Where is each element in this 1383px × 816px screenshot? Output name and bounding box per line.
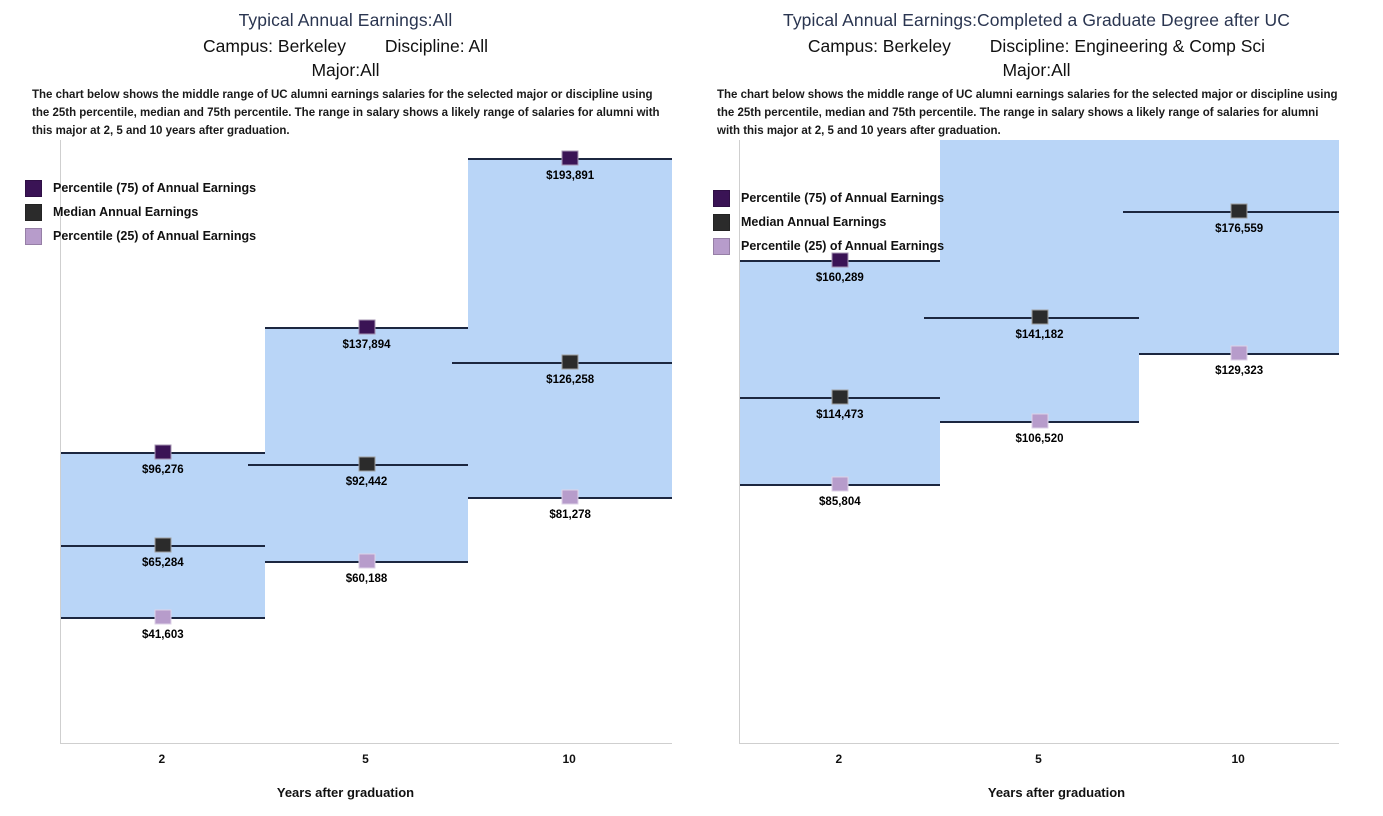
- data-value-label: $176,559: [1215, 222, 1264, 235]
- percentile-75-marker: [831, 252, 849, 268]
- data-value-label: $65,284: [142, 557, 184, 570]
- y-axis-tick-mark: [60, 321, 61, 322]
- plot-canvas-left: 0K20K40K60K80K100K120K140K160K180K200K$9…: [60, 140, 672, 744]
- legend-label-median: Median Annual Earnings: [741, 215, 887, 229]
- x-axis-tick-label: 2: [158, 752, 166, 766]
- median-marker: [154, 537, 172, 553]
- percentile-75-marker: [154, 444, 172, 460]
- chart-description: The chart below shows the middle range o…: [717, 89, 1338, 137]
- legend-label-p75: Percentile (75) of Annual Earnings: [53, 181, 257, 195]
- y-axis-tick-mark: [60, 441, 61, 442]
- chart-legend-left: Percentile (75) of Annual Earnings Media…: [25, 176, 256, 248]
- chart-title-line2: Campus: Berkeley Discipline: Engineering…: [807, 35, 1266, 56]
- legend-item: Median Annual Earnings: [25, 200, 256, 224]
- y-axis-tick-mark: [60, 682, 61, 683]
- legend-item: Median Annual Earnings: [713, 210, 944, 234]
- percentile-25-marker: [154, 609, 172, 625]
- percentile-25-marker: [1031, 413, 1048, 429]
- data-value-label: $137,894: [342, 338, 391, 351]
- plot-canvas-right: 0K20K40K60K80K100K120K140K160K180K200K$1…: [739, 140, 1339, 744]
- legend-swatch-p75: [25, 179, 42, 197]
- y-axis-tick-mark: [739, 561, 740, 562]
- chart-title-line3: Major:All: [311, 59, 380, 80]
- x-axis-tick-label: 10: [562, 752, 576, 766]
- chart-title-line3: Major:All: [1002, 59, 1071, 80]
- data-value-label: $60,188: [345, 572, 388, 585]
- plot-area-right: 0K20K40K60K80K100K120K140K160K180K200K$1…: [691, 140, 1382, 816]
- data-value-label: $126,258: [546, 373, 595, 386]
- data-value-label: $193,891: [546, 170, 595, 183]
- x-axis-title-right: Years after graduation: [987, 785, 1126, 800]
- earnings-range-band: [1139, 140, 1339, 353]
- earnings-range-band: [264, 326, 469, 561]
- percentile-25-marker: [831, 476, 849, 492]
- plot-area-left: 0K20K40K60K80K100K120K140K160K180K200K$9…: [0, 140, 691, 816]
- chart-title-line1: Typical Annual Earnings:All: [238, 10, 453, 30]
- x-axis-tick-label: 10: [1231, 752, 1245, 766]
- legend-swatch-median: [713, 213, 730, 231]
- data-value-label: $141,182: [1015, 329, 1064, 342]
- y-axis-tick-mark: [739, 501, 740, 502]
- chart-title-line1: Typical Annual Earnings:Completed a Grad…: [783, 10, 1290, 30]
- y-axis-tick-mark: [60, 260, 61, 261]
- earnings-range-band: [468, 158, 672, 498]
- percentile-75-marker: [358, 319, 375, 335]
- chart-description: The chart below shows the middle range o…: [32, 89, 660, 137]
- legend-swatch-median: [25, 203, 42, 221]
- x-axis-tick-label: 5: [362, 752, 369, 766]
- y-axis-tick-label: 0K: [739, 736, 740, 744]
- legend-swatch-p75: [713, 189, 730, 207]
- earnings-range-band: [61, 452, 265, 617]
- legend-label-median: Median Annual Earnings: [53, 205, 199, 219]
- x-axis-tick-label: 2: [835, 752, 843, 766]
- y-axis-tick-label: 0K: [60, 736, 61, 744]
- median-marker: [561, 354, 579, 370]
- panel-header-right: Typical Annual Earnings:Completed a Grad…: [691, 0, 1382, 141]
- data-value-label: $106,520: [1015, 433, 1064, 446]
- legend-label-p75: Percentile (75) of Annual Earnings: [741, 191, 945, 205]
- percentile-25-marker: [561, 489, 579, 505]
- chart-panel-right: Typical Annual Earnings:Completed a Grad…: [691, 0, 1382, 816]
- legend-item: Percentile (25) of Annual Earnings: [713, 234, 944, 258]
- data-value-label: $85,804: [819, 495, 861, 508]
- legend-item: Percentile (25) of Annual Earnings: [25, 224, 256, 248]
- median-marker: [358, 456, 375, 472]
- legend-label-p25: Percentile (25) of Annual Earnings: [53, 229, 257, 243]
- chart-panel-left: Typical Annual Earnings:All Campus: Berk…: [0, 0, 691, 816]
- legend-swatch-p25: [713, 237, 730, 255]
- percentile-25-marker: [358, 553, 375, 569]
- y-axis-tick-mark: [739, 140, 740, 141]
- legend-label-p25: Percentile (25) of Annual Earnings: [741, 239, 945, 253]
- y-axis-tick-mark: [739, 682, 740, 683]
- y-axis-tick-mark: [739, 622, 740, 623]
- data-value-label: $114,473: [816, 409, 864, 422]
- x-axis-title-left: Years after graduation: [276, 785, 415, 800]
- median-marker: [1230, 203, 1248, 219]
- median-marker: [831, 389, 849, 405]
- data-value-label: $81,278: [549, 509, 591, 522]
- chart-title-line2: Campus: Berkeley Discipline: All: [203, 35, 488, 56]
- legend-item: Percentile (75) of Annual Earnings: [713, 186, 944, 210]
- data-value-label: $92,442: [345, 475, 388, 488]
- data-value-label: $160,289: [815, 271, 864, 284]
- data-value-label: $129,323: [1215, 364, 1264, 377]
- x-axis-tick-label: 5: [1035, 752, 1042, 766]
- data-value-label: $96,276: [142, 464, 184, 477]
- y-axis-tick-mark: [60, 140, 61, 141]
- median-marker: [1031, 309, 1048, 325]
- y-axis-tick-mark: [60, 622, 61, 623]
- earnings-range-band: [939, 140, 1140, 422]
- data-value-label: $41,603: [142, 628, 184, 641]
- y-axis-tick-mark: [60, 381, 61, 382]
- chart-legend-right: Percentile (75) of Annual Earnings Media…: [713, 186, 944, 258]
- earnings-range-band: [740, 259, 940, 484]
- panel-header-left: Typical Annual Earnings:All Campus: Berk…: [0, 0, 691, 141]
- legend-item: Percentile (75) of Annual Earnings: [25, 176, 256, 200]
- legend-swatch-p25: [25, 227, 42, 245]
- percentile-25-marker: [1230, 345, 1248, 361]
- percentile-75-marker: [561, 150, 579, 166]
